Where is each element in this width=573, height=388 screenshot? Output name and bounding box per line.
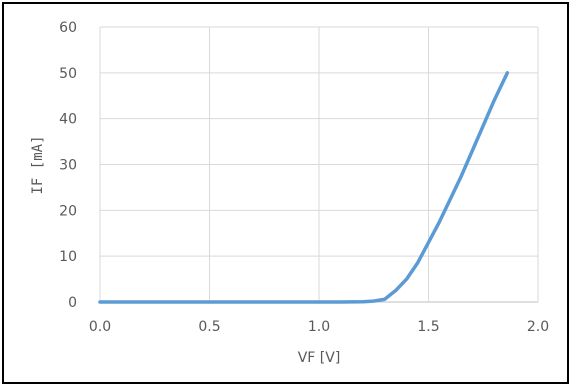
- x-tick-labels: 0.0 0.5 1.0 1.5 2.0: [89, 319, 549, 335]
- y-tick-label: 30: [59, 158, 77, 174]
- y-tick-label: 20: [59, 203, 77, 219]
- y-tick-label: 40: [59, 112, 77, 128]
- y-tick-label: 60: [59, 20, 77, 36]
- series-line-0: [98, 71, 510, 304]
- x-axis-title: VF [V]: [298, 350, 341, 366]
- chart-frame: [2, 2, 569, 384]
- y-tick-label: 10: [59, 249, 77, 265]
- x-tick-label: 0.0: [89, 319, 111, 335]
- x-tick-label: 1.5: [417, 319, 439, 335]
- x-tick-label: 1.0: [308, 319, 330, 335]
- y-tick-label: 0: [68, 295, 77, 311]
- x-tick-label: 0.5: [198, 319, 220, 335]
- x-tick-label: 2.0: [527, 319, 549, 335]
- y-tick-labels: 0 10 20 30 40 50 60: [59, 20, 77, 311]
- y-axis-title: IF [mA]: [30, 135, 46, 194]
- grid-lines: [99, 26, 539, 303]
- y-tick-label: 50: [59, 66, 77, 82]
- series-group: [98, 71, 510, 304]
